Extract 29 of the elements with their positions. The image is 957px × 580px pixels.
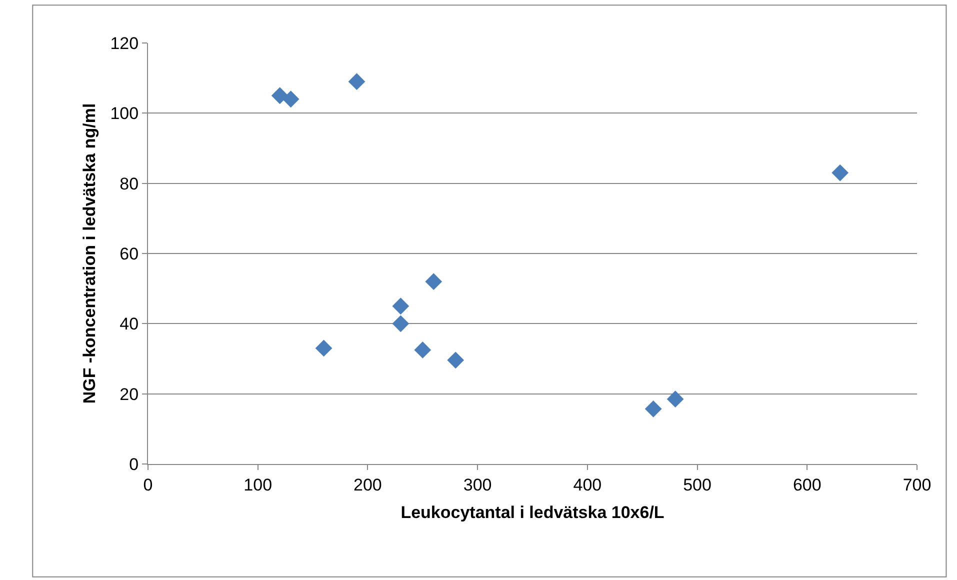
point xyxy=(832,164,849,182)
y-tick-label: 80 xyxy=(120,174,139,194)
point xyxy=(392,315,410,332)
point xyxy=(666,390,684,408)
point xyxy=(315,340,332,357)
point xyxy=(414,342,432,358)
x-tick-label: 300 xyxy=(463,475,492,494)
y-tick-label: 40 xyxy=(120,314,139,334)
y-tick-label: 20 xyxy=(120,384,139,404)
x-tick-label: 0 xyxy=(143,475,153,494)
x-tick-label: 400 xyxy=(573,475,602,494)
point xyxy=(425,273,442,290)
x-tick-label: 600 xyxy=(792,475,822,494)
y-tick-label: 0 xyxy=(129,454,139,474)
point xyxy=(271,87,288,104)
point xyxy=(392,298,410,315)
x-axis-title: Leukocytantal i ledvätska 10x6/L xyxy=(400,502,664,522)
y-axis-title: NGF -koncentration i ledvätska ng/ml xyxy=(80,103,99,404)
x-tick-label: 100 xyxy=(244,475,272,494)
point xyxy=(644,400,662,418)
x-tick-label: 200 xyxy=(354,475,382,494)
y-tick-label: 120 xyxy=(110,34,139,53)
x-tick-label: 700 xyxy=(902,475,932,494)
x-tick-label: 500 xyxy=(683,475,712,494)
y-tick-label: 100 xyxy=(110,104,139,124)
point xyxy=(447,352,464,369)
point xyxy=(282,90,300,108)
y-tick-label: 60 xyxy=(120,244,139,264)
point xyxy=(348,73,366,90)
